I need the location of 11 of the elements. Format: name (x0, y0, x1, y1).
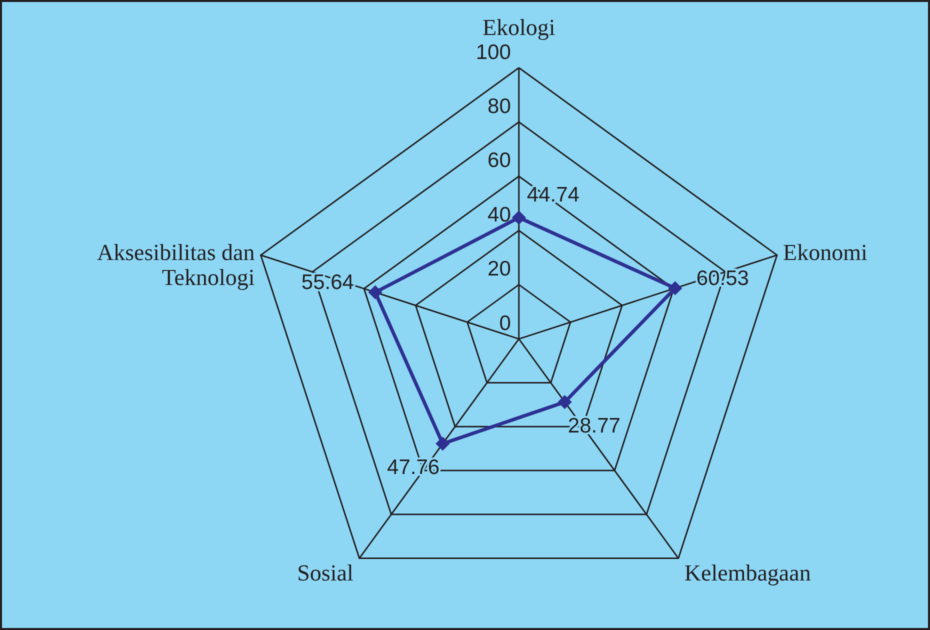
spoke-label: Ekologi (482, 14, 556, 40)
y-tick-label: 60 (488, 149, 511, 172)
spoke-label: Sosial (297, 560, 354, 586)
y-tick-label: 80 (488, 95, 511, 118)
spoke-label: Aksesibilitas dan Teknologi (96, 240, 256, 290)
y-tick-label: 100 (476, 40, 511, 64)
spoke-label: Ekonomi (783, 240, 868, 266)
spoke-label: Kelembagaan (684, 560, 812, 586)
y-tick-label: 40 (488, 203, 511, 226)
y-tick-label: 20 (488, 258, 511, 281)
y-tick-label: 0 (499, 312, 511, 335)
